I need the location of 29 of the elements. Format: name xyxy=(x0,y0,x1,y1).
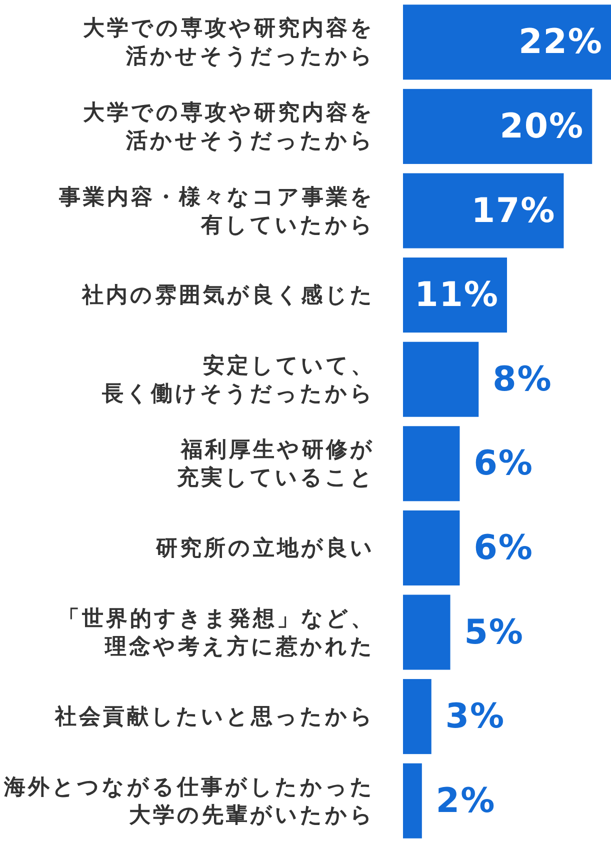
data-label: 17% xyxy=(471,190,556,231)
data-label: 22% xyxy=(518,22,603,62)
data-label: 8% xyxy=(492,359,552,400)
y-tick-label: 社会貢献したいと思ったから xyxy=(54,704,375,729)
y-tick-label: 「世界的すきま発想」など、理念や考え方に惹かれた xyxy=(58,606,375,658)
data-label: 3% xyxy=(445,696,506,737)
y-tick-label: 社内の雰囲気が良く感じた xyxy=(81,282,375,308)
bar xyxy=(403,594,450,670)
data-label: 2% xyxy=(436,780,496,821)
bar xyxy=(403,173,564,248)
y-tick-label: 大学での専攻や研究内容を活かせそうだったから xyxy=(83,15,375,68)
data-label: 6% xyxy=(474,528,534,568)
y-tick-label: 研究所の立地が良い xyxy=(155,534,375,560)
bar xyxy=(403,342,479,417)
y-tick-label: 福利厚生や研修が充実していること xyxy=(176,438,375,490)
y-tick-label: 事業内容・様々なコア事業を有していたから xyxy=(58,184,375,237)
data-label: 6% xyxy=(474,444,534,484)
bar xyxy=(403,510,460,586)
y-tick-label: 海外とつながる仕事がしたかった大学の先輩がいたから xyxy=(3,774,375,827)
data-label: 5% xyxy=(464,612,524,652)
y-tick-label: 安定していて、長く働けそうだったから xyxy=(101,352,375,406)
bar xyxy=(403,426,460,502)
bar xyxy=(403,88,592,164)
data-label: 11% xyxy=(414,275,499,316)
bar xyxy=(403,679,432,754)
y-tick-label: 大学での専攻や研究内容を活かせそうだったから xyxy=(83,99,375,152)
data-label: 20% xyxy=(500,106,584,146)
bar xyxy=(403,4,611,80)
bar xyxy=(403,763,422,838)
